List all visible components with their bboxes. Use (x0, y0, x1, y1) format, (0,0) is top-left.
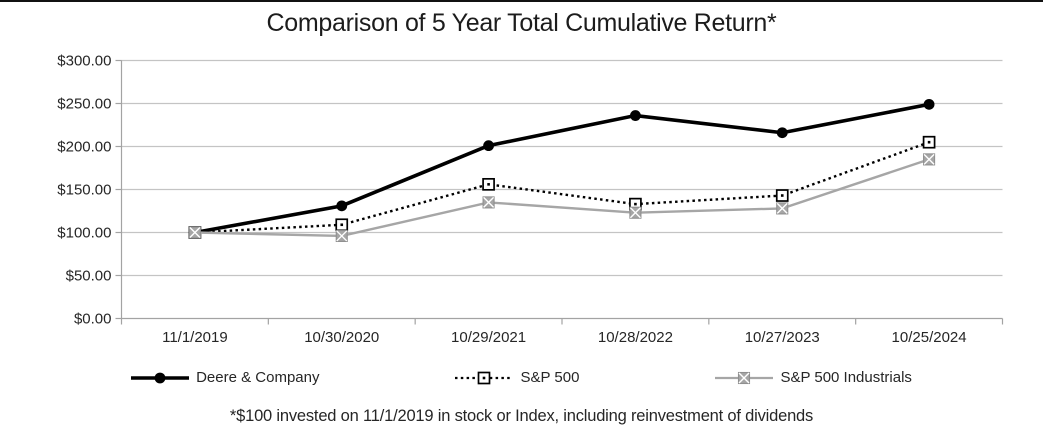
marker-x-stroke (738, 372, 750, 383)
top-border-rule (0, 0, 1043, 2)
data-point-center-dot (487, 183, 490, 186)
legend-swatch-deere-line-circle-icon (131, 372, 190, 383)
data-point-circle (483, 140, 494, 152)
series-line (194, 158, 930, 238)
legend-label-sp500-industrials: S&P 500 Industrials (780, 369, 912, 386)
data-point-center-dot (340, 223, 344, 227)
data-point-center-dot (483, 376, 486, 379)
y-axis-label: $0.00 (74, 311, 112, 328)
data-point-circle (336, 200, 348, 212)
x-axis-label: 10/29/2021 (451, 329, 526, 346)
y-axis-label: $150.00 (57, 182, 111, 199)
x-axis-label: 10/25/2024 (892, 329, 967, 346)
data-point-center-dot (780, 194, 784, 197)
chart-title: Comparison of 5 Year Total Cumulative Re… (266, 9, 777, 37)
legend-label-deere: Deere & Company (196, 369, 320, 386)
data-point-circle (776, 127, 788, 139)
data-point-circle (630, 110, 641, 121)
marker-x-stroke (776, 202, 788, 214)
x-axis-label: 10/27/2023 (745, 329, 820, 346)
series-line (194, 141, 930, 234)
legend-item-deere: Deere & Company (131, 369, 319, 386)
marker-x-stroke (189, 227, 201, 238)
legend-label-sp500: S&P 500 (520, 369, 580, 386)
series-s-p-500-industrials (188, 153, 936, 242)
y-axis-label: $200.00 (57, 139, 111, 156)
x-axis-label: 10/30/2020 (304, 329, 379, 346)
y-axis-label: $100.00 (57, 225, 111, 242)
plot-area: $300.00 $250.00 $200.00 $150.00 $100.00 $50.0… (57, 53, 1004, 346)
marker-x-stroke (629, 207, 641, 219)
data-point-center-dot (634, 202, 637, 206)
marker-x-stroke (923, 153, 935, 165)
marker-x-stroke (336, 230, 348, 242)
x-axis-label: 11/1/2019 (162, 329, 228, 346)
y-axis-label: $300.00 (57, 53, 111, 70)
legend-swatch-industrials-gray-square-icon (715, 371, 774, 384)
legend-item-sp500: S&P 500 (455, 369, 579, 386)
chart-footnote: *$100 invested on 11/1/2019 in stock or … (229, 407, 814, 425)
marker-x-stroke (483, 196, 495, 208)
series-line (194, 102, 930, 235)
y-axis-label: $250.00 (57, 96, 111, 113)
series-s-p-500 (188, 135, 936, 239)
legend: Deere & Company S&P 500 S&P 500 Industri… (0, 369, 1043, 386)
data-point-circle (923, 98, 935, 110)
legend-item-sp500-industrials: S&P 500 Industrials (715, 369, 912, 386)
y-axis-label: $50.00 (66, 268, 112, 285)
x-axis-label: 10/28/2022 (598, 329, 673, 346)
series-deere-company (189, 98, 935, 238)
data-point-center-dot (927, 140, 931, 144)
legend-swatch-sp500-dotted-square-icon (455, 371, 514, 384)
data-point-circle (154, 372, 166, 383)
